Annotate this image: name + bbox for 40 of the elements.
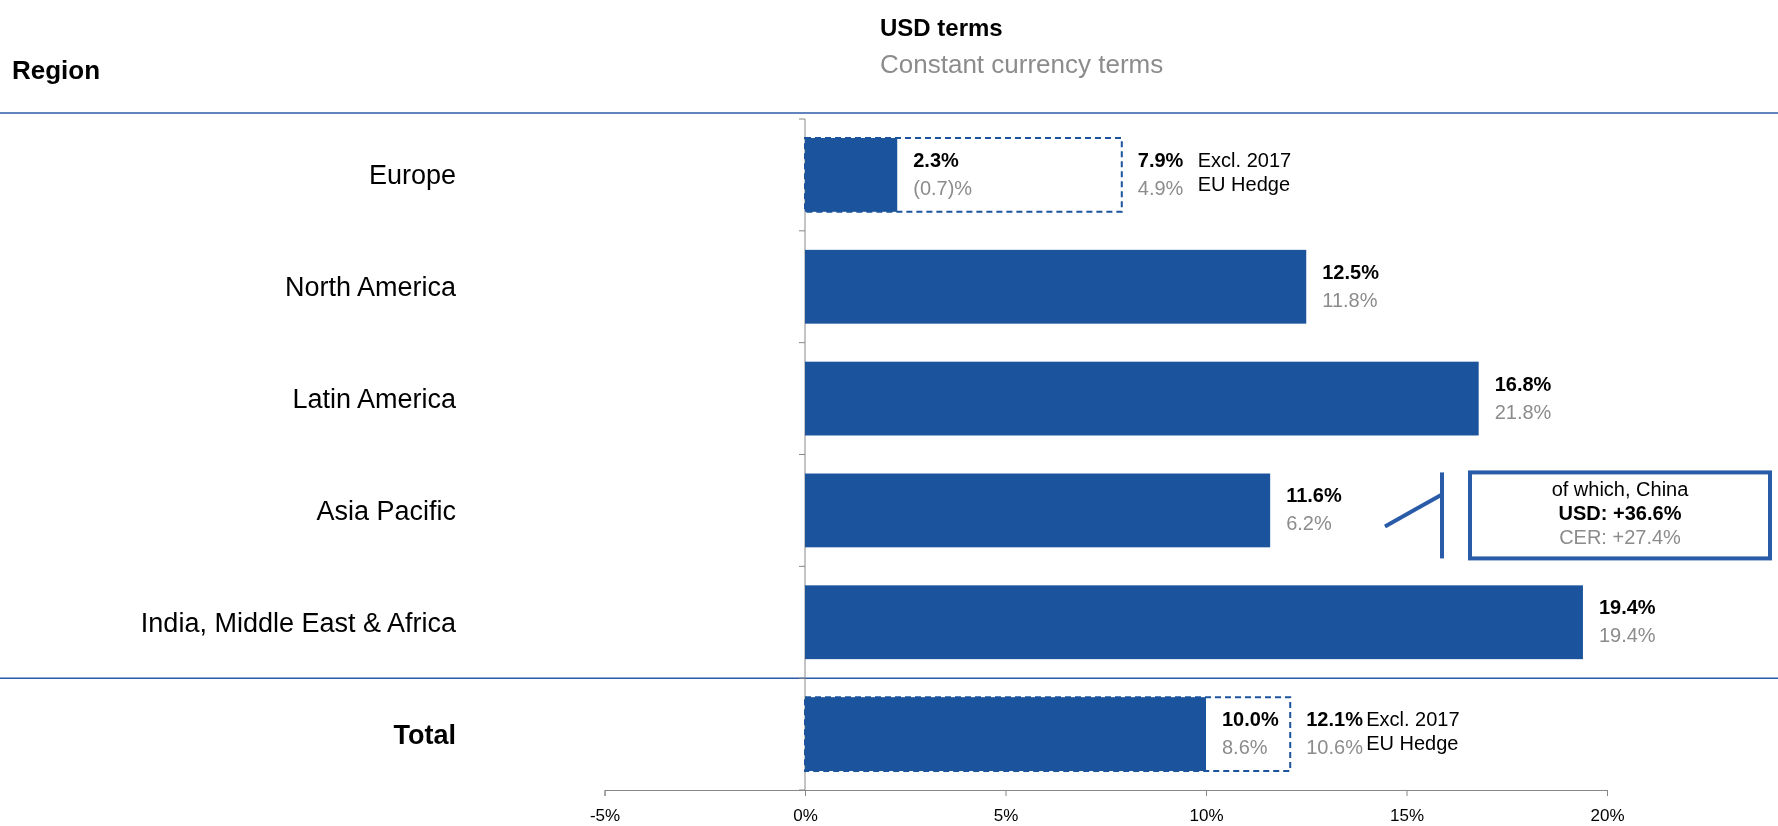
annotation: 11.8%	[1322, 288, 1378, 311]
data-label: 12.5%	[1322, 260, 1380, 283]
annotation: of which, China	[1551, 478, 1690, 501]
y-axis-title: Region	[12, 55, 101, 85]
data-label: 7.9%	[1137, 148, 1184, 171]
y-tick-label: Total	[393, 719, 456, 750]
chart-title: USD terms	[880, 14, 1003, 41]
bar	[805, 361, 1479, 436]
text: Excl. 2017 EU Hedge	[1197, 148, 1292, 195]
x-tick-label: 5%	[993, 806, 1019, 826]
bar	[805, 585, 1583, 660]
annotation: USD: +36.6%	[1558, 502, 1682, 525]
y-tick-label: Europe	[368, 160, 456, 191]
annotation: 10.6%	[1306, 736, 1364, 759]
x-tick-label: 0%	[793, 806, 818, 826]
y-tick-label: Latin America	[292, 384, 457, 415]
data-label: 2.3%	[913, 148, 960, 171]
annotation: 19.4%	[1598, 596, 1656, 619]
annotation: (0.7)%	[913, 176, 973, 199]
data-label: 19.4%	[1598, 624, 1656, 647]
y-tick-label: Asia Pacific	[316, 495, 456, 526]
annotation: CER: +27.4%	[1559, 526, 1682, 549]
annotation: 21.8%	[1494, 400, 1552, 423]
chart-subtitle: Constant currency terms	[880, 49, 1164, 79]
data-label: 16.8%	[1494, 372, 1552, 395]
x-tick-label: 10%	[1189, 806, 1224, 826]
annotation: 8.6%	[1222, 736, 1268, 759]
bar	[805, 473, 1271, 548]
data-label: 12.1%	[1306, 708, 1364, 731]
x-tick-label: -5%	[589, 806, 621, 826]
y-tick-label: India, Middle East & Africa	[140, 607, 457, 638]
bar	[805, 249, 1307, 324]
y-tick-label: North America	[284, 272, 457, 303]
data-label: 10.0%	[1222, 708, 1279, 731]
annotation: 4.9%	[1137, 176, 1184, 199]
data-label: 11.6%	[1286, 484, 1342, 507]
annotation: 6.2%	[1286, 512, 1332, 535]
x-tick-label: 15%	[1389, 806, 1425, 826]
text: Excl. 2017 EU Hedge	[1366, 708, 1460, 755]
x-tick-label: 20%	[1590, 806, 1625, 826]
